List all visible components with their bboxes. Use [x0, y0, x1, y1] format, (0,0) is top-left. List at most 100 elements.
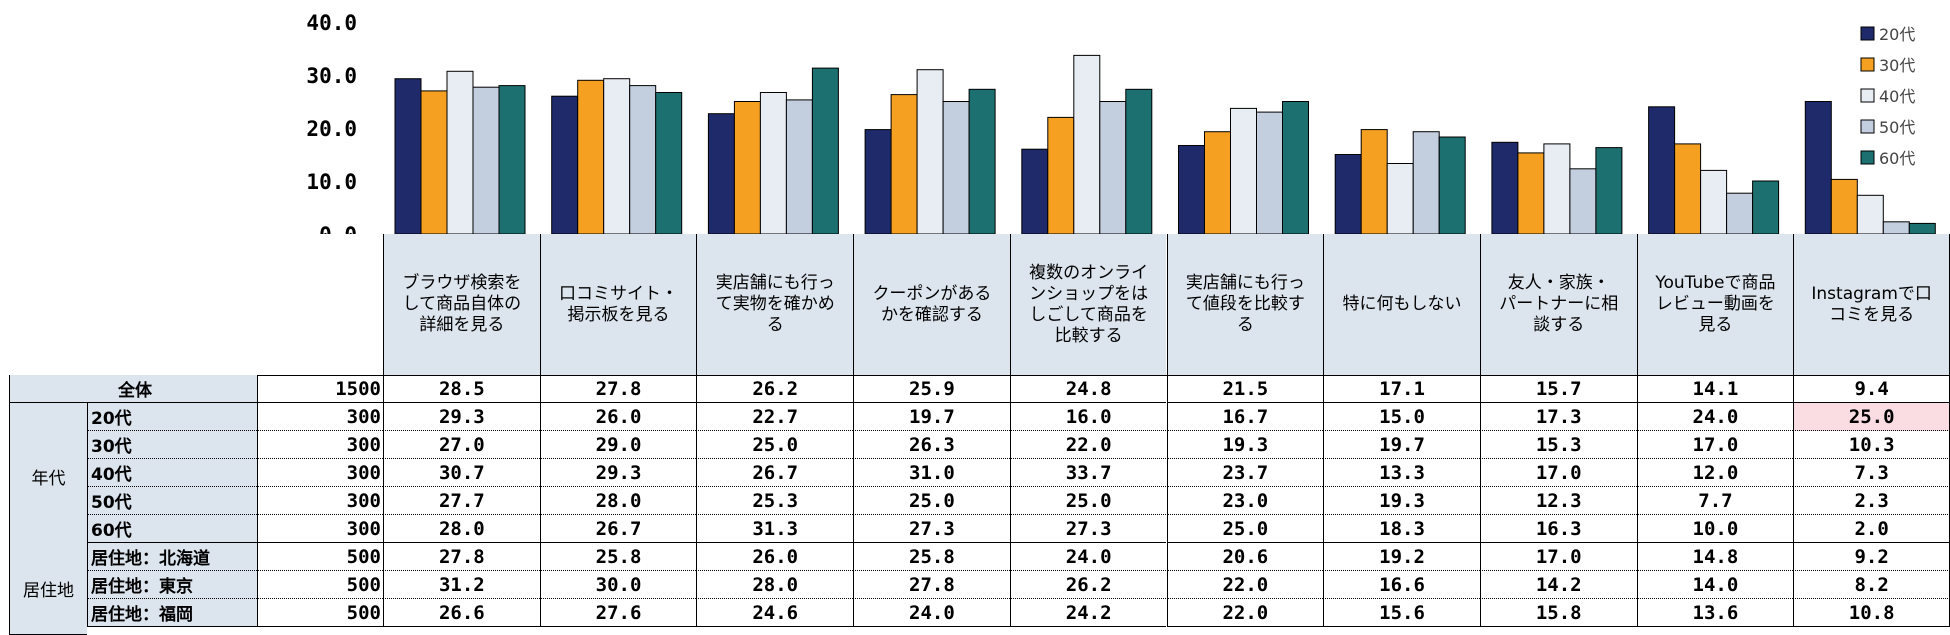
category-label-line: レビュー動画を [1655, 294, 1775, 314]
bar-40s-4 [1073, 54, 1101, 234]
table-cell: 27.3 [853, 515, 1010, 543]
category-label: Instagramで口 コミを見る [1793, 234, 1950, 375]
table-cell: 25.9 [853, 375, 1010, 403]
bar-30s-5 [1204, 131, 1231, 234]
category-label-line: る [1236, 315, 1254, 335]
bar-60s-6 [1438, 136, 1466, 234]
bar-40s-2 [759, 91, 787, 234]
bar-50s-1 [629, 85, 657, 234]
table-cell: 12.3 [1479, 487, 1637, 515]
row-label: 居住地：北海道 [87, 543, 257, 571]
bar-20s-2 [707, 113, 735, 234]
table-cell: 28.0 [696, 571, 854, 599]
table-cell: 27.6 [539, 599, 697, 627]
bar-60s-7 [1595, 147, 1623, 234]
row-n: 500 [257, 543, 383, 571]
bar-60s-4 [1125, 88, 1153, 234]
table-cell: 20.6 [1166, 543, 1324, 571]
category-label-line: パートナーに相 [1499, 294, 1619, 314]
table-cell: 15.6 [1323, 599, 1480, 627]
bar-20s-1 [551, 95, 579, 234]
category-label-line: る [766, 315, 784, 335]
bar-chart: 40.0 30.0 20.0 10.0 0.0 20代 30代 40代 50代 60代 [306, 11, 1936, 234]
row-label: 20代 [87, 403, 257, 431]
table-cell: 14.8 [1636, 543, 1794, 571]
table-cell: 25.0 [1793, 403, 1950, 431]
table-cell: 19.7 [853, 403, 1010, 431]
category-label: 口コミサイト・ 掲示板を見る [539, 234, 697, 375]
bar-50s-3 [942, 101, 970, 234]
table-cell: 29.0 [539, 431, 697, 459]
bar-40s-6 [1386, 163, 1414, 234]
table-cell: 25.3 [696, 487, 854, 515]
row-n: 500 [257, 571, 383, 599]
table-cell: 27.7 [383, 487, 540, 515]
category-label-line: 実店舗にも行っ [715, 273, 835, 293]
table-cell: 22.0 [1166, 571, 1324, 599]
legend-swatch [1860, 88, 1875, 103]
table-cell: 9.2 [1793, 543, 1950, 571]
table-cell: 31.0 [853, 459, 1010, 487]
table-cell: 10.3 [1793, 431, 1950, 459]
row-n: 1500 [257, 375, 383, 403]
category-label-line: コミを見る [1829, 304, 1915, 325]
table-cell: 29.3 [383, 403, 540, 431]
table-cell: 15.7 [1479, 375, 1637, 403]
table-cell: 12.0 [1636, 459, 1794, 487]
table-cell: 28.0 [383, 515, 540, 543]
bar-60s-5 [1282, 101, 1309, 234]
table-top-border [9, 375, 1950, 376]
bar-60s-8 [1752, 180, 1780, 234]
bar-20s-0 [394, 78, 422, 234]
category-label-line: 比較する [1054, 325, 1123, 346]
category-label-line: ブラウザ検索を [402, 273, 522, 293]
legend-label: 50代 [1879, 118, 1915, 137]
bar-50s-9 [1882, 221, 1910, 234]
y-tick-label: 30.0 [306, 64, 357, 88]
table-cell: 22.0 [1166, 599, 1324, 627]
bar-50s-6 [1412, 131, 1440, 234]
legend-label: 20代 [1879, 25, 1915, 44]
bar-60s-1 [655, 91, 683, 234]
row-n: 300 [257, 459, 383, 487]
table-cell: 29.3 [539, 459, 697, 487]
bar-30s-3 [890, 94, 918, 234]
y-tick-label: 40.0 [306, 11, 357, 35]
category-label-line: 特に何もしない [1342, 294, 1462, 314]
table-cell: 15.8 [1479, 599, 1637, 627]
table-cell: 26.0 [696, 543, 854, 571]
bar-20s-5 [1178, 144, 1205, 234]
bar-30s-4 [1047, 116, 1075, 234]
category-label: 実店舗にも行っ て値段を比較する [1166, 234, 1324, 375]
table-cell: 7.3 [1793, 459, 1950, 487]
table-cell: 14.2 [1479, 571, 1637, 599]
row-n: 300 [257, 515, 383, 543]
bar-40s-3 [916, 69, 944, 234]
table-cell: 26.6 [383, 599, 540, 627]
category-label-line: て値段を比較す [1185, 294, 1305, 314]
table-cell: 30.7 [383, 459, 540, 487]
table-cell: 27.3 [1009, 515, 1167, 543]
table-cell: 24.2 [1009, 599, 1167, 627]
legend-label: 30代 [1879, 56, 1915, 75]
bar-20s-8 [1648, 106, 1676, 234]
bar-30s-2 [733, 101, 761, 234]
table-cell: 7.7 [1636, 487, 1794, 515]
legend-swatch [1860, 57, 1875, 72]
legend-swatch [1860, 150, 1875, 165]
table-cell: 17.0 [1479, 459, 1637, 487]
table-cell: 24.0 [1636, 403, 1794, 431]
legend-label: 60代 [1879, 149, 1915, 168]
row-label: 60代 [87, 515, 257, 543]
table-cell: 14.1 [1636, 375, 1794, 403]
table-cell: 24.0 [853, 599, 1010, 627]
table-cell: 33.7 [1009, 459, 1167, 487]
table-cell: 26.2 [1009, 571, 1167, 599]
table-cell: 23.0 [1166, 487, 1324, 515]
table-cell: 10.8 [1793, 599, 1950, 627]
category-label-line: ンショップをは [1029, 283, 1149, 304]
table-cell: 18.3 [1323, 515, 1480, 543]
bar-50s-8 [1726, 192, 1754, 234]
bar-40s-1 [603, 78, 631, 234]
category-label: 友人・家族・ パートナーに相 談する [1479, 234, 1637, 375]
